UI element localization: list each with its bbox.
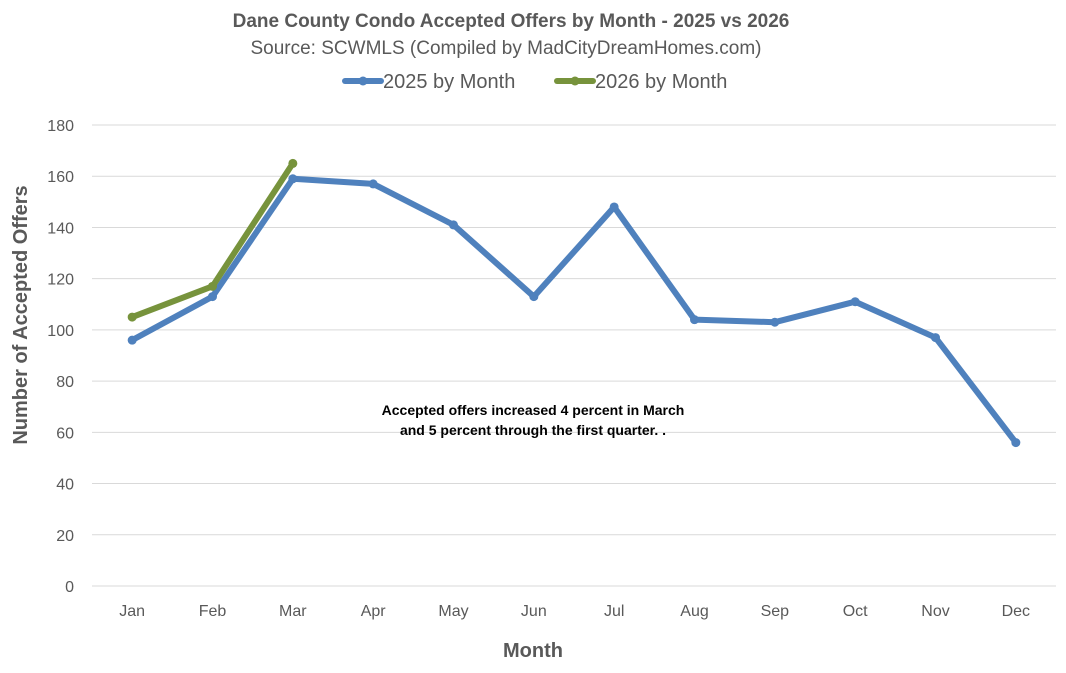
series-line-1 (129, 175, 1019, 446)
data-point-s1-jul (609, 202, 619, 212)
data-point-s1-sep (770, 317, 780, 327)
x-tick-label-may: May (438, 603, 468, 620)
data-point-s1-apr (368, 179, 378, 189)
x-tick-label-nov: Nov (921, 603, 949, 620)
x-tick-label-apr: Apr (361, 603, 387, 620)
y-tick-label-100: 100 (47, 323, 74, 340)
legend-marker-1 (358, 76, 368, 86)
series-layer (127, 158, 1021, 448)
data-point-s1-oct (850, 297, 860, 307)
data-point-s1-mar (288, 174, 298, 184)
data-point-s2-feb (208, 281, 217, 291)
annotation-line-2: and 5 percent through the first quarter.… (400, 422, 666, 438)
x-tick-label-jul: Jul (604, 603, 624, 620)
y-tick-label-160: 160 (47, 169, 74, 186)
x-tick-label-mar: Mar (279, 603, 307, 620)
x-tick-label-aug: Aug (680, 603, 708, 620)
y-tick-label-60: 60 (56, 425, 74, 442)
legend: 2025 by Month 2026 by Month (342, 71, 727, 93)
chart-subtitle: Source: SCWMLS (Compiled by MadCityDream… (250, 38, 761, 59)
data-point-s1-aug (690, 315, 699, 325)
y-tick-label-140: 140 (47, 220, 74, 237)
data-point-s1-may (449, 220, 458, 230)
x-tick-label-sep: Sep (761, 603, 790, 620)
gridlines (92, 124, 1056, 587)
y-tick-label-40: 40 (56, 477, 74, 494)
y-axis-title: Number of Accepted Offers (10, 185, 32, 444)
legend-label-2: 2026 by Month (595, 71, 727, 93)
chart-title: Dane County Condo Accepted Offers by Mon… (233, 11, 790, 32)
data-point-s2-mar (288, 158, 298, 168)
x-axis-title: Month (503, 640, 563, 662)
legend-marker-2 (570, 76, 580, 86)
y-tick-label-180: 180 (47, 118, 74, 135)
data-point-s1-jun (529, 292, 539, 302)
legend-label-1: 2025 by Month (383, 71, 515, 93)
x-axis-ticks: Jan Feb Mar Apr May Jun Jul Aug Sep Oct Nov Dec (119, 603, 1030, 620)
x-tick-label-jan: Jan (119, 603, 145, 620)
y-tick-label-20: 20 (56, 528, 74, 545)
data-point-s2-jan (127, 312, 137, 322)
x-tick-label-feb: Feb (199, 603, 227, 620)
data-point-s1-feb (208, 292, 217, 302)
annotation-line-1: Accepted offers increased 4 percent in M… (382, 402, 685, 418)
data-point-s1-nov (931, 333, 940, 343)
y-tick-label-120: 120 (47, 272, 74, 289)
x-tick-label-oct: Oct (843, 603, 868, 620)
y-tick-label-0: 0 (65, 579, 74, 596)
data-point-s1-dec (1011, 438, 1021, 448)
x-tick-label-dec: Dec (1002, 603, 1030, 620)
x-tick-label-jun: Jun (521, 603, 547, 620)
y-axis-ticks: 0 20 40 60 80 100 120 140 160 180 (47, 118, 74, 596)
y-tick-label-80: 80 (56, 374, 74, 391)
data-point-s1-jan (127, 335, 137, 345)
